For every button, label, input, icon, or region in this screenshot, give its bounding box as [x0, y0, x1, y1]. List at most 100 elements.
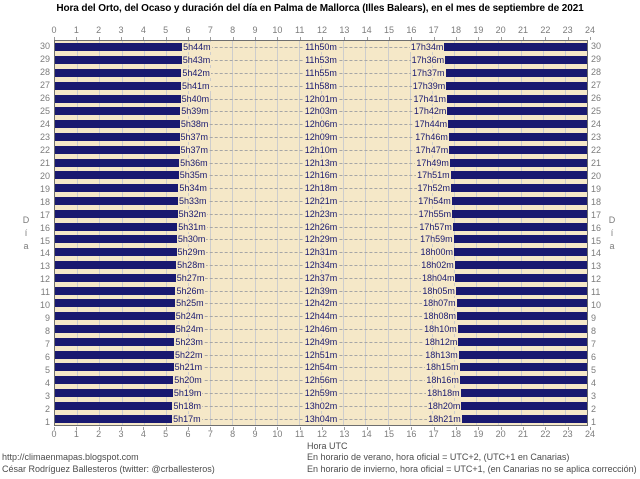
night-bar-before-sunrise	[55, 81, 181, 90]
tick-mark	[121, 427, 122, 430]
day-number: 18	[39, 196, 50, 207]
day-duration-label: 12h42m	[303, 298, 339, 309]
day-number: 30	[591, 41, 602, 52]
sunrise-time-label: 5h41m	[180, 80, 211, 91]
day-number: 8	[591, 326, 597, 337]
sunset-time-label: 17h59m	[419, 234, 454, 245]
x-axis-bottom-tickmarks	[54, 427, 591, 430]
night-bar-after-sunset	[454, 248, 587, 257]
day-row: 5h25m 12h42m 18h07m	[55, 297, 587, 310]
hour-tick-label: 20	[495, 25, 506, 35]
night-bar-before-sunrise	[55, 107, 181, 116]
grid-vline	[254, 41, 256, 425]
tick-mark	[143, 427, 145, 430]
tick-mark	[389, 427, 390, 430]
night-bar-after-sunset	[460, 388, 587, 397]
night-bar-before-sunrise	[55, 120, 180, 129]
day-duration-label: 12h10m	[303, 144, 339, 155]
sunset-time-label: 17h46m	[414, 131, 449, 142]
day-row: 5h27m 12h37m 18h04m	[55, 271, 587, 284]
sunrise-time-label: 5h36m	[179, 157, 209, 168]
night-bar-before-sunrise	[55, 171, 179, 180]
day-number: 7	[44, 339, 50, 350]
hour-tick-label: 9	[252, 25, 258, 35]
tick-mark	[322, 427, 323, 430]
night-bar-before-sunrise	[55, 286, 176, 295]
hour-tick-label: 18	[450, 25, 462, 35]
tick-mark	[255, 427, 256, 430]
day-row: 5h21m 12h54m 18h15m	[55, 361, 587, 374]
day-row: 5h26m 12h39m 18h05m	[55, 284, 587, 297]
tick-mark	[411, 427, 413, 430]
night-bar-before-sunrise	[55, 248, 177, 257]
day-duration-label: 13h02m	[303, 400, 339, 411]
grid-vline	[232, 41, 234, 425]
hour-tick-label: 13	[339, 429, 350, 439]
sunset-time-label: 18h21m	[427, 413, 462, 424]
hour-tick-label: 23	[562, 429, 573, 439]
grid-vline	[188, 41, 189, 425]
grid-vline	[564, 41, 566, 425]
hour-tick-label: 5	[163, 25, 169, 35]
night-bar-before-sunrise	[55, 235, 177, 244]
sunset-time-label: 17h34m	[409, 42, 445, 53]
night-bar-before-sunrise	[55, 158, 180, 167]
hour-tick-label: 9	[252, 429, 258, 439]
day-row: 5h43m 11h53m 17h36m	[55, 54, 587, 67]
y-axis-right-day-numbers: 30 29 28 27 26 25 24 23 22 21 20 19 18 17 16 15 14 13 12 11…	[590, 40, 620, 428]
tick-mark	[567, 37, 569, 40]
day-number: 2	[591, 403, 597, 414]
hour-tick-label: 6	[185, 25, 191, 35]
sunset-time-label: 18h08m	[422, 311, 457, 322]
tick-mark	[590, 37, 591, 40]
night-bar-after-sunset	[459, 376, 587, 385]
hour-tick-label: 22	[540, 25, 551, 35]
sunrise-time-label: 5h35m	[178, 170, 209, 181]
x-axis-title: Hora UTC	[307, 441, 348, 451]
sunrise-time-label: 5h31m	[177, 221, 207, 232]
day-number: 10	[39, 300, 50, 311]
day-number: 21	[39, 157, 50, 168]
day-number: 5	[44, 364, 50, 375]
sunrise-time-label: 5h21m	[173, 362, 204, 373]
sunrise-time-label: 5h18m	[172, 400, 202, 411]
night-bar-before-sunrise	[55, 260, 177, 269]
grid-vline	[276, 41, 278, 425]
day-number: 1	[591, 416, 597, 427]
day-duration-label: 11h50m	[304, 42, 338, 53]
grid-vline	[520, 41, 522, 425]
night-bar-after-sunset	[454, 260, 587, 269]
night-bar-after-sunset	[445, 56, 587, 65]
day-duration-label: 11h58m	[304, 80, 338, 91]
hour-tick-label: 19	[473, 429, 484, 439]
day-duration-label: 12h03m	[303, 106, 339, 117]
sunset-time-label: 18h00m	[419, 247, 454, 258]
day-duration-label: 12h09m	[303, 131, 339, 142]
day-duration-label: 12h21m	[303, 195, 339, 206]
night-bar-before-sunrise	[55, 222, 178, 231]
day-duration-label: 11h53m	[304, 55, 338, 66]
day-number: 22	[39, 144, 50, 155]
night-bar-after-sunset	[456, 312, 587, 321]
day-duration-label: 12h31m	[303, 247, 339, 258]
day-row: 5h41m 11h58m 17h39m	[55, 79, 587, 92]
sunrise-time-label: 5h26m	[175, 285, 205, 296]
day-number: 6	[591, 351, 597, 362]
sunset-time-label: 18h05m	[421, 285, 456, 296]
tick-mark	[322, 37, 323, 40]
tick-mark	[500, 37, 502, 40]
grid-vline	[498, 41, 500, 425]
night-bar-before-sunrise	[55, 94, 181, 103]
day-row: 5h28m 12h34m 18h02m	[55, 259, 587, 272]
day-duration-label: 12h26m	[303, 221, 339, 232]
tick-mark	[433, 37, 435, 40]
night-bar-before-sunrise	[55, 196, 179, 205]
night-bar-before-sunrise	[55, 388, 173, 397]
hour-tick-label: 15	[383, 25, 395, 35]
tick-mark	[433, 427, 435, 430]
page-title: Hora del Orto, del Ocaso y duración del …	[56, 3, 584, 14]
day-number: 25	[591, 106, 602, 117]
hour-tick-label: 4	[140, 429, 146, 439]
